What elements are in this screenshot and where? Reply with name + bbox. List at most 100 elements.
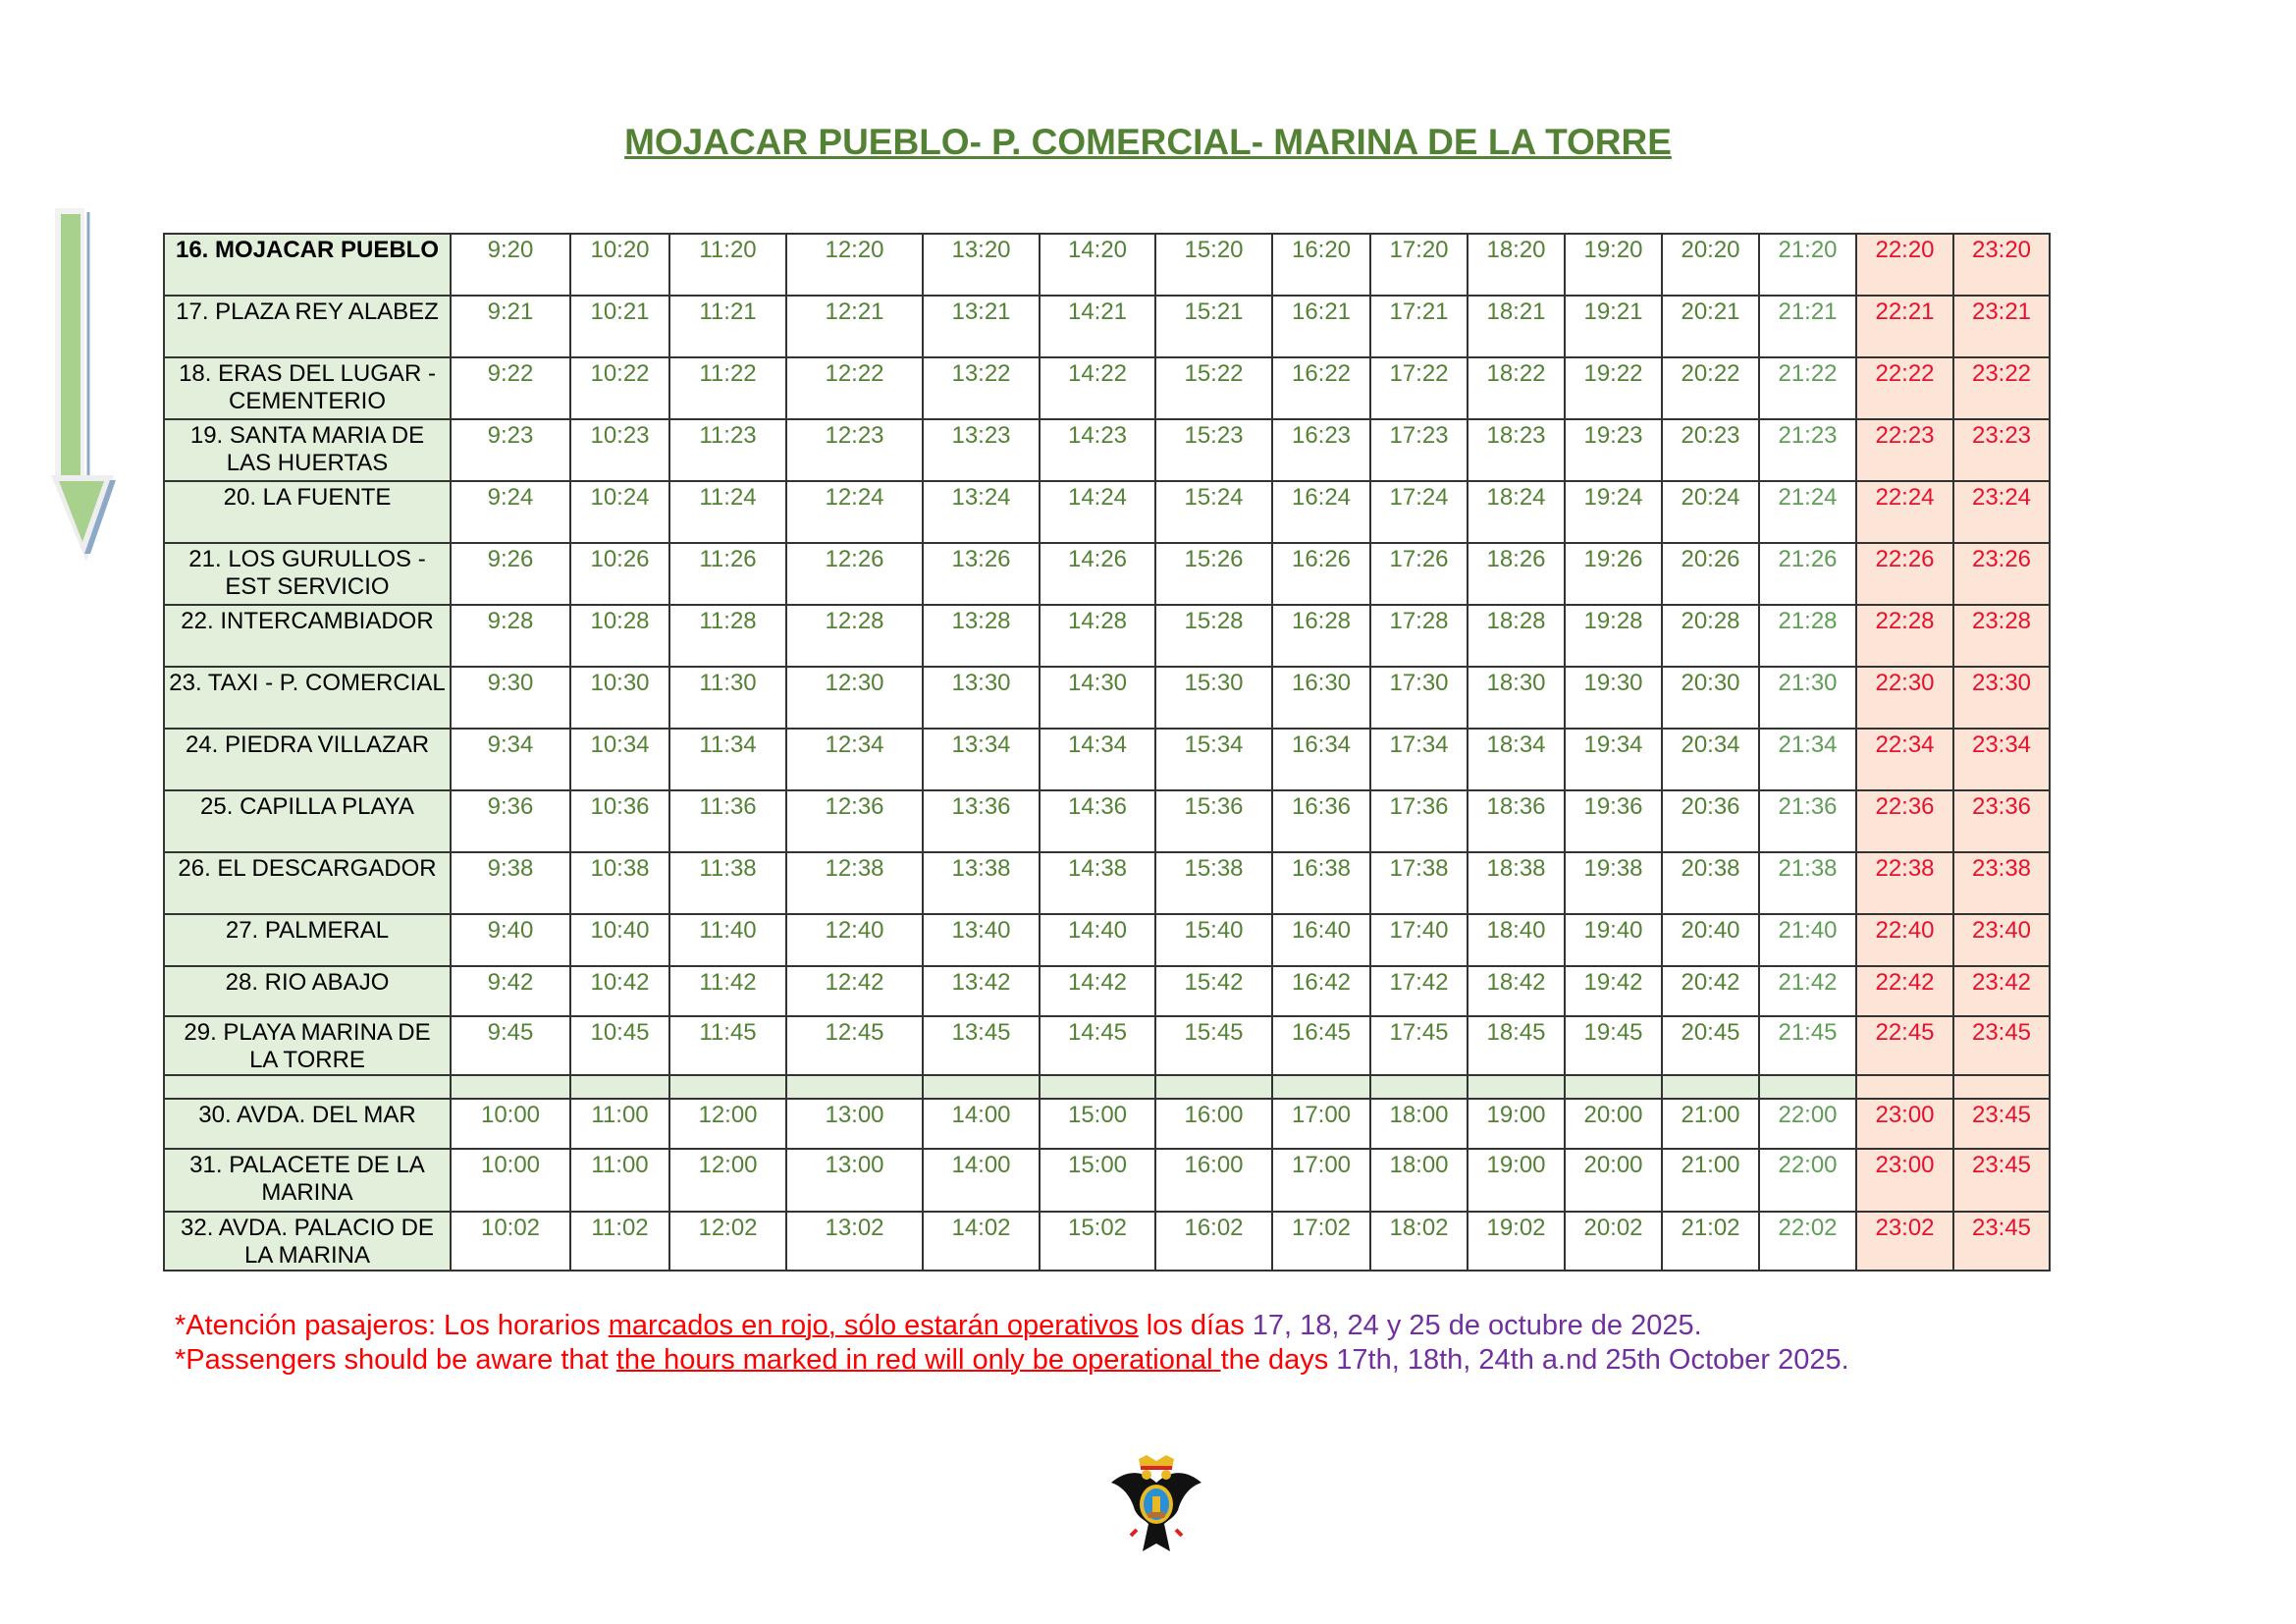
time-cell: 21:30 xyxy=(1758,666,1857,730)
time-cell: 16:20 xyxy=(1271,233,1371,297)
time-cell: 21:34 xyxy=(1758,728,1857,791)
time-cell: 19:00 xyxy=(1467,1098,1566,1150)
note-text: the days xyxy=(1220,1344,1337,1376)
time-cell: 18:23 xyxy=(1467,418,1566,482)
time-cell: 15:26 xyxy=(1154,542,1273,606)
time-cell: 12:02 xyxy=(668,1211,787,1272)
table-row: 25. CAPILLA PLAYA 9:36 10:36 11:36 12:36 13:3… xyxy=(163,789,2051,853)
time-cell: 21:23 xyxy=(1758,418,1857,482)
time-cell: 20:34 xyxy=(1661,728,1760,791)
time-cell xyxy=(1661,1074,1760,1100)
time-cell: 15:00 xyxy=(1039,1148,1156,1213)
time-cell: 21:21 xyxy=(1758,295,1857,358)
time-cell: 21:02 xyxy=(1661,1211,1760,1272)
time-cell: 12:21 xyxy=(785,295,924,358)
time-cell: 12:40 xyxy=(785,913,924,967)
time-cell: 11:38 xyxy=(668,851,787,915)
time-cell: 10:45 xyxy=(569,1015,670,1076)
time-cell xyxy=(785,1074,924,1100)
page-title: MOJACAR PUEBLO- P. COMERCIAL- MARINA DE … xyxy=(624,122,1672,162)
time-cell: 11:23 xyxy=(668,418,787,482)
red-time-cell: 22:45 xyxy=(1855,1015,1954,1076)
time-cell: 15:45 xyxy=(1154,1015,1273,1076)
time-cell: 14:23 xyxy=(1039,418,1156,482)
red-time-cell: 23:00 xyxy=(1855,1098,1954,1150)
time-cell: 10:34 xyxy=(569,728,670,791)
time-cell: 17:00 xyxy=(1271,1098,1371,1150)
time-cell: 20:23 xyxy=(1661,418,1760,482)
time-cell: 13:42 xyxy=(922,965,1041,1017)
time-cell xyxy=(450,1074,571,1100)
time-cell: 18:21 xyxy=(1467,295,1566,358)
timetable: 16. MOJACAR PUEBLO 9:20 10:20 11:20 12:20 13:… xyxy=(163,233,2051,1272)
red-time-cell xyxy=(1855,1074,1954,1100)
time-cell: 17:40 xyxy=(1369,913,1468,967)
time-cell: 10:02 xyxy=(450,1211,571,1272)
red-time-cell: 23:22 xyxy=(1952,356,2051,420)
time-cell: 19:26 xyxy=(1564,542,1663,606)
time-cell: 20:40 xyxy=(1661,913,1760,967)
red-time-cell: 23:45 xyxy=(1952,1015,2051,1076)
time-cell: 13:30 xyxy=(922,666,1041,730)
time-cell: 20:28 xyxy=(1661,604,1760,668)
table-row: 23. TAXI - P. COMERCIAL 9:30 10:30 11:30 12:… xyxy=(163,666,2051,730)
stop-name: 29. PLAYA MARINA DE LA TORRE xyxy=(163,1015,452,1076)
red-time-cell: 23:30 xyxy=(1952,666,2051,730)
stop-name: 30. AVDA. DEL MAR xyxy=(163,1098,452,1150)
stop-name: 16. MOJACAR PUEBLO xyxy=(163,233,452,297)
time-cell: 21:36 xyxy=(1758,789,1857,853)
time-cell: 10:21 xyxy=(569,295,670,358)
table-row: 24. PIEDRA VILLAZAR 9:34 10:34 11:34 12:34 13… xyxy=(163,728,2051,791)
time-cell xyxy=(569,1074,670,1100)
red-time-cell: 22:42 xyxy=(1855,965,1954,1017)
stop-name: 21. LOS GURULLOS - EST SERVICIO xyxy=(163,542,452,606)
time-cell: 18:00 xyxy=(1369,1148,1468,1213)
time-cell: 20:42 xyxy=(1661,965,1760,1017)
table-row: 22. INTERCAMBIADOR 9:28 10:28 11:28 12:28 13:… xyxy=(163,604,2051,668)
time-cell: 13:38 xyxy=(922,851,1041,915)
table-row: 18. ERAS DEL LUGAR - CEMENTERIO 9:22 10:22… xyxy=(163,356,2051,420)
time-cell: 12:20 xyxy=(785,233,924,297)
time-cell: 18:22 xyxy=(1467,356,1566,420)
table-row: 27. PALMERAL 9:40 10:40 11:40 12:40 13:40 14:4… xyxy=(163,913,2051,967)
time-cell: 10:24 xyxy=(569,480,670,544)
time-cell: 9:36 xyxy=(450,789,571,853)
time-cell: 9:22 xyxy=(450,356,571,420)
time-cell: 16:45 xyxy=(1271,1015,1371,1076)
time-cell: 19:22 xyxy=(1564,356,1663,420)
stop-name xyxy=(163,1074,452,1100)
time-cell: 12:45 xyxy=(785,1015,924,1076)
time-cell: 13:24 xyxy=(922,480,1041,544)
table-row: 30. AVDA. DEL MAR 10:00 11:00 12:00 13:00 14:… xyxy=(163,1098,2051,1150)
note-text: *Passengers should be aware that xyxy=(175,1344,616,1376)
stop-name: 19. SANTA MARIA DE LAS HUERTAS xyxy=(163,418,452,482)
time-cell: 19:30 xyxy=(1564,666,1663,730)
time-cell: 18:26 xyxy=(1467,542,1566,606)
time-cell: 13:20 xyxy=(922,233,1041,297)
red-time-cell: 23:45 xyxy=(1952,1098,2051,1150)
time-cell: 17:21 xyxy=(1369,295,1468,358)
time-cell: 15:21 xyxy=(1154,295,1273,358)
time-cell: 21:26 xyxy=(1758,542,1857,606)
red-time-cell: 22:20 xyxy=(1855,233,1954,297)
red-time-cell: 23:23 xyxy=(1952,418,2051,482)
time-cell: 20:45 xyxy=(1661,1015,1760,1076)
time-cell: 16:26 xyxy=(1271,542,1371,606)
time-cell: 20:38 xyxy=(1661,851,1760,915)
time-cell: 14:24 xyxy=(1039,480,1156,544)
time-cell: 13:02 xyxy=(785,1211,924,1272)
time-cell: 18:40 xyxy=(1467,913,1566,967)
time-cell: 10:20 xyxy=(569,233,670,297)
time-cell: 21:38 xyxy=(1758,851,1857,915)
red-time-cell: 23:00 xyxy=(1855,1148,1954,1213)
stop-name: 27. PALMERAL xyxy=(163,913,452,967)
time-cell: 20:20 xyxy=(1661,233,1760,297)
time-cell: 14:28 xyxy=(1039,604,1156,668)
red-time-cell: 22:26 xyxy=(1855,542,1954,606)
time-cell: 12:34 xyxy=(785,728,924,791)
time-cell: 11:45 xyxy=(668,1015,787,1076)
time-cell: 17:30 xyxy=(1369,666,1468,730)
stop-name: 23. TAXI - P. COMERCIAL xyxy=(163,666,452,730)
red-time-cell: 23:45 xyxy=(1952,1148,2051,1213)
time-cell: 14:42 xyxy=(1039,965,1156,1017)
